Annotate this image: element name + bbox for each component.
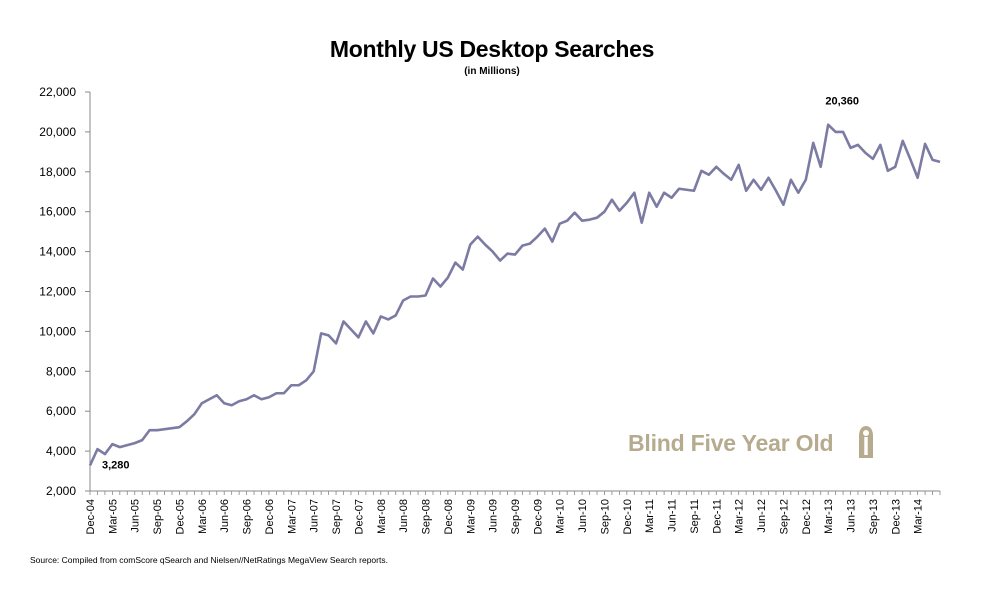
x-tick-label: Sep-06 xyxy=(242,499,254,534)
y-tick-label: 6,000 xyxy=(46,404,76,418)
source-note: Source: Compiled from comScore qSearch a… xyxy=(30,555,388,565)
x-tick-label: Dec-05 xyxy=(174,499,186,534)
x-tick-label: Mar-08 xyxy=(376,499,388,534)
y-tick-label: 22,000 xyxy=(39,85,76,99)
x-tick-label: Mar-14 xyxy=(913,499,925,534)
x-tick-label: Jun-08 xyxy=(398,499,410,533)
annotation-layer: 3,280 20,360 xyxy=(102,96,859,472)
series-layer xyxy=(88,123,941,466)
data-label-peak: 20,360 xyxy=(825,96,859,108)
x-tick-label: Jun-13 xyxy=(846,499,858,533)
y-tick-label: 10,000 xyxy=(39,324,76,338)
x-tick-label: Mar-09 xyxy=(465,499,477,534)
y-tick-label: 2,000 xyxy=(46,484,76,498)
x-tick-label: Jun-10 xyxy=(577,499,589,533)
series-line xyxy=(88,123,941,466)
x-tick-label: Jun-11 xyxy=(667,499,679,532)
x-tick-label: Dec-08 xyxy=(443,499,455,534)
x-tick-label: Sep-09 xyxy=(510,499,522,534)
y-tick-label: 16,000 xyxy=(39,205,76,219)
x-tick-label: Sep-05 xyxy=(152,499,164,534)
x-tick-label: Mar-06 xyxy=(197,499,209,534)
x-tick-label: Dec-11 xyxy=(711,499,723,534)
x-tick-label: Sep-10 xyxy=(599,499,611,534)
x-tick-label: Sep-12 xyxy=(778,499,790,534)
x-tick-label: Dec-13 xyxy=(890,499,902,534)
x-tick-label: Jun-05 xyxy=(130,499,142,533)
x-tick-label: Mar-10 xyxy=(555,499,567,534)
y-tick-label: 18,000 xyxy=(39,165,76,179)
x-tick-label: Dec-10 xyxy=(622,499,634,534)
y-tick-label: 8,000 xyxy=(46,364,76,378)
x-tick-label: Mar-13 xyxy=(823,499,835,534)
chart-subtitle: (in Millions) xyxy=(464,66,520,77)
x-tick-label: Dec-09 xyxy=(532,499,544,534)
watermark-logo-icon xyxy=(859,426,873,458)
y-tick-label: 4,000 xyxy=(46,444,76,458)
x-tick-label: Jun-07 xyxy=(309,499,321,533)
y-tick-label: 20,000 xyxy=(39,125,76,139)
chart-title: Monthly US Desktop Searches xyxy=(329,36,655,62)
y-tick-label: 12,000 xyxy=(39,285,76,299)
x-axis-ticks: Dec-04 Mar-05 Jun-05 Sep-05 Dec-05 Mar-06 Jun-… xyxy=(85,491,941,534)
x-tick-label: Sep-08 xyxy=(421,499,433,534)
x-tick-label: Sep-13 xyxy=(868,499,880,534)
x-tick-label: Mar-11 xyxy=(644,499,656,533)
watermark-text: Blind Five Year Old xyxy=(628,430,834,456)
x-tick-label: Sep-07 xyxy=(331,499,343,534)
y-axis-ticks: 2,000 4,000 6,000 8,000 10,000 12,000 14,000 16… xyxy=(39,85,90,498)
x-tick-label: Dec-07 xyxy=(353,499,365,534)
x-tick-label: Sep-11 xyxy=(689,499,701,534)
x-tick-label: Dec-12 xyxy=(801,499,813,534)
data-label-start: 3,280 xyxy=(102,459,130,471)
x-tick-label: Jun-06 xyxy=(219,499,231,533)
x-tick-label: Jun-09 xyxy=(488,499,500,533)
y-tick-label: 14,000 xyxy=(39,245,76,259)
x-tick-label: Dec-04 xyxy=(85,499,97,534)
x-tick-label: Mar-05 xyxy=(107,499,119,534)
x-tick-label: Jun-12 xyxy=(756,499,768,533)
x-tick-label: Dec-06 xyxy=(264,499,276,534)
x-tick-label: Mar-12 xyxy=(734,499,746,534)
x-tick-label: Mar-07 xyxy=(286,499,298,534)
